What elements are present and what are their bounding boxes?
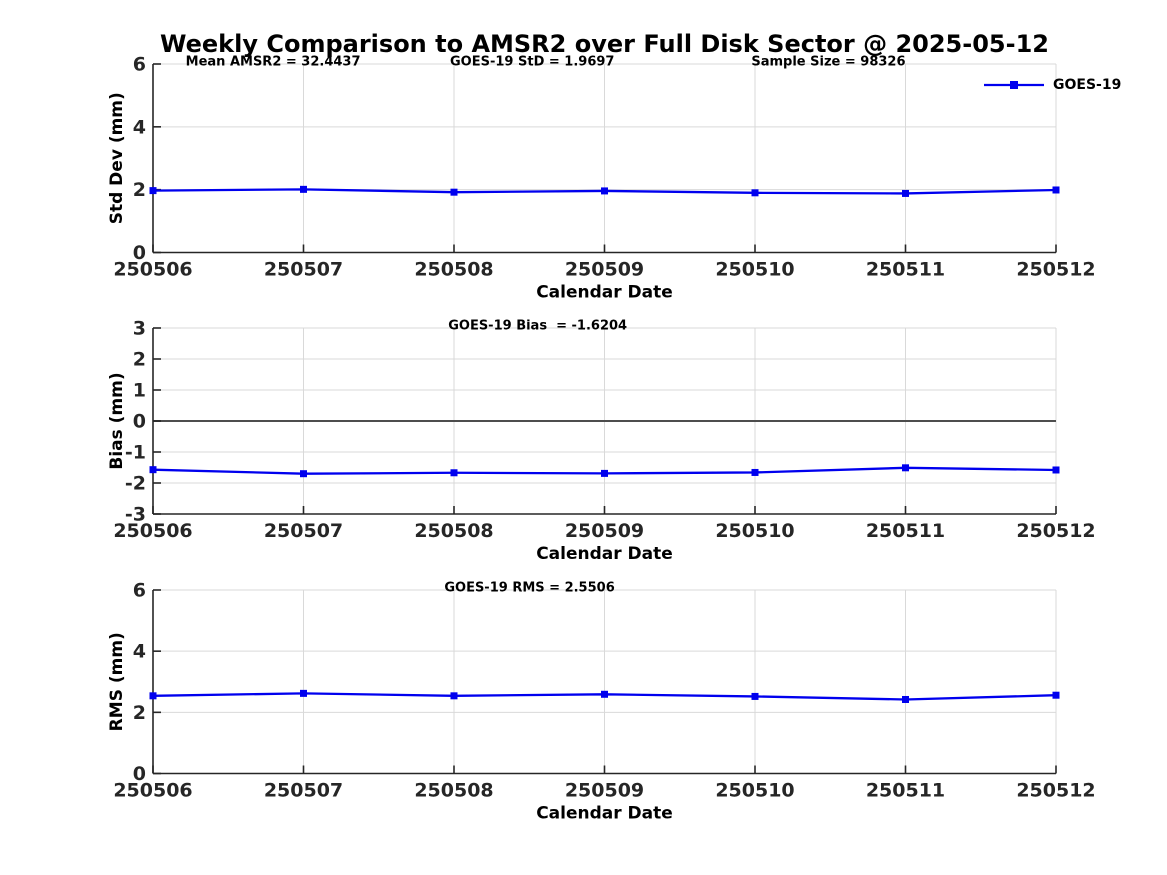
x-tick-label: 250511 <box>866 520 945 542</box>
legend-line-sample <box>984 81 1044 89</box>
subplot-rms: 250506 250507 250508 250509 250510 250511 2505… <box>107 580 1096 824</box>
data-point-marker <box>902 189 909 197</box>
y-axis-title: Std Dev (mm) <box>107 92 127 224</box>
x-tick-label: 250507 <box>264 259 343 281</box>
y-tick-label: 0 <box>133 242 146 264</box>
y-tick-label: 0 <box>133 411 146 433</box>
data-point-marker <box>751 468 759 476</box>
data-point-marker <box>450 692 458 700</box>
data-point-marker <box>601 690 608 698</box>
x-tick-label: 250508 <box>414 780 493 802</box>
x-tick-label: 250511 <box>866 780 945 802</box>
x-tick-label: 250506 <box>113 780 192 802</box>
data-point-marker <box>902 695 909 703</box>
data-point-marker <box>450 469 458 477</box>
x-tick-label: 250507 <box>264 520 343 542</box>
data-point-marker <box>149 692 157 700</box>
annotation-rms: GOES-19 RMS = 2.5506 <box>444 581 614 596</box>
y-tick-label: 6 <box>133 580 146 602</box>
y-tick-label: 4 <box>133 116 146 138</box>
y-tick-label: -3 <box>125 504 146 526</box>
y-axis-title: RMS (mm) <box>107 632 127 731</box>
subplot-stddev: 250506 250507 250508 250509 250510 250511 2505… <box>107 54 1096 303</box>
x-tick-label: 250508 <box>414 520 493 542</box>
annotation-stddev: Sample Size = 98326 <box>751 55 905 70</box>
x-axis-title: Calendar Date <box>536 544 673 564</box>
data-point-marker <box>601 469 608 477</box>
data-point-marker <box>300 689 307 697</box>
x-tick-label: 250510 <box>715 259 794 281</box>
y-tick-label: 2 <box>133 179 146 201</box>
x-axis-title: Calendar Date <box>536 283 673 303</box>
x-tick-label: 250510 <box>715 520 794 542</box>
x-tick-label: 250512 <box>1016 259 1095 281</box>
data-point-marker <box>1052 466 1060 474</box>
y-tick-label: -1 <box>125 442 146 464</box>
annotation-stddev: Mean AMSR2 = 32.4437 <box>186 55 361 70</box>
y-tick-label: -2 <box>125 473 146 495</box>
legend-marker <box>1010 81 1018 89</box>
x-tick-label: 250512 <box>1016 520 1095 542</box>
data-point-marker <box>751 692 759 700</box>
data-point-marker <box>902 464 909 472</box>
subplot-bias: 250506 250507 250508 250509 250510 250511 2505… <box>107 318 1096 565</box>
legend: GOES-19 <box>983 75 1121 95</box>
data-point-marker <box>751 189 759 197</box>
x-tick-label: 250510 <box>715 780 794 802</box>
legend-label: GOES-19 <box>1053 77 1122 93</box>
y-tick-label: 2 <box>133 702 146 724</box>
x-tick-label: 250508 <box>414 259 493 281</box>
data-point-marker <box>149 187 157 195</box>
x-tick-label: 250506 <box>113 259 192 281</box>
x-tick-label: 250509 <box>565 780 644 802</box>
y-tick-label: 6 <box>133 54 146 76</box>
y-tick-label: 1 <box>133 380 146 402</box>
x-axis-title: Calendar Date <box>536 804 673 824</box>
y-tick-label: 2 <box>133 349 146 371</box>
x-tick-label: 250509 <box>565 520 644 542</box>
x-tick-label: 250507 <box>264 780 343 802</box>
x-tick-label: 250512 <box>1016 780 1095 802</box>
annotation-stddev: GOES-19 StD = 1.9697 <box>450 55 614 70</box>
data-point-marker <box>300 470 307 478</box>
y-axis-title: Bias (mm) <box>107 372 127 469</box>
data-point-marker <box>450 188 458 196</box>
x-tick-label: 250511 <box>866 259 945 281</box>
annotation-bias: GOES-19 Bias = -1.6204 <box>448 319 627 334</box>
data-point-marker <box>149 466 157 474</box>
data-point-marker <box>1052 691 1060 699</box>
data-point-marker <box>300 185 307 193</box>
y-tick-label: 4 <box>133 641 146 663</box>
data-point-marker <box>1052 186 1060 194</box>
data-point-marker <box>601 187 608 195</box>
x-tick-label: 250509 <box>565 259 644 281</box>
x-tick-label: 250506 <box>113 520 192 542</box>
y-tick-label: 3 <box>133 318 146 340</box>
figure-title: Weekly Comparison to AMSR2 over Full Dis… <box>160 30 1049 58</box>
y-tick-label: 0 <box>133 763 146 785</box>
